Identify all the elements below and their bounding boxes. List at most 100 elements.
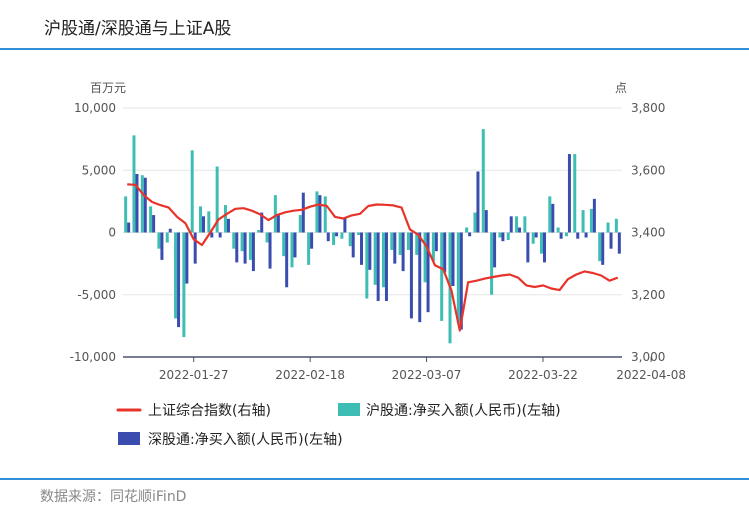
bar-sh (223, 205, 227, 233)
bar-sz (418, 232, 422, 323)
bar-sz (293, 232, 297, 258)
bar-sh (440, 232, 444, 321)
bar-sz (459, 232, 463, 330)
bar-sz (542, 232, 546, 263)
legend: 上证综合指数(右轴) 沪股通:净买入额(人民币)(左轴) 深股通:净买入额(人民币)… (116, 403, 561, 448)
bar-sz (276, 215, 280, 233)
bar-sz (351, 232, 355, 258)
right-tick-label: 3,000 (631, 350, 665, 364)
bar-sh (606, 222, 610, 233)
bar-sz (285, 232, 289, 288)
bar-sh (556, 227, 560, 233)
footer-divider (0, 478, 749, 480)
bar-sz (335, 232, 339, 237)
legend-sh-swatch (338, 403, 360, 416)
bar-sh (365, 232, 369, 299)
bar-sz (343, 217, 347, 233)
bar-sz (152, 215, 156, 233)
bar-sz (260, 212, 264, 233)
bar-sz (268, 232, 272, 269)
right-tick-label: 3,800 (631, 101, 665, 115)
bar-sh (248, 232, 252, 260)
bar-sz (451, 232, 455, 287)
bar-sz (393, 232, 397, 264)
x-tick-label: 2022-03-22 (508, 368, 578, 382)
bar-sz (526, 232, 530, 263)
bar-sh (498, 232, 502, 238)
bar-sz (534, 232, 538, 238)
bar-sh (523, 216, 527, 233)
bar-sh (199, 206, 203, 233)
bar-sh (207, 211, 211, 233)
left-tick-label: -10,000 (70, 350, 116, 364)
bar-sh (273, 195, 277, 233)
bar-sh (573, 154, 577, 233)
index-line (127, 183, 619, 332)
bar-sz (235, 232, 239, 263)
line-series (127, 183, 619, 332)
bar-sz (443, 232, 447, 273)
bar-sh (265, 232, 269, 243)
bar-sz (226, 218, 230, 233)
right-tick-label: 3,600 (631, 163, 665, 177)
bar-sh (298, 215, 302, 233)
bar-sz (368, 232, 372, 270)
bar-sh (315, 191, 319, 233)
bar-sz (193, 232, 197, 264)
bar-sh (564, 232, 568, 237)
bar-sh (332, 232, 336, 245)
bar-sh (357, 232, 361, 235)
bar-sz (592, 198, 596, 233)
bar-sh (340, 232, 344, 239)
bar-sz (210, 232, 214, 238)
bar-sh (381, 232, 385, 288)
bar-sz (401, 232, 405, 272)
left-tick-label: 0 (108, 226, 116, 240)
bar-sh (539, 232, 543, 254)
bar-sz (576, 232, 580, 239)
bar-sh (373, 232, 377, 285)
bar-sz (426, 232, 430, 313)
bar-sh (182, 232, 186, 338)
bar-sh (589, 208, 593, 233)
bar-sh (282, 232, 286, 257)
legend-index-label: 上证综合指数(右轴) (148, 403, 271, 419)
bar-sz (360, 232, 364, 265)
bar-sz (127, 222, 131, 233)
bar-sh (190, 150, 194, 233)
bar-sh (140, 175, 144, 233)
bar-sh (323, 196, 327, 233)
bar-sh (232, 232, 236, 249)
bar-sz (384, 232, 388, 301)
gridlines (123, 107, 622, 296)
x-tick-label: 2022-04-08 (616, 368, 686, 382)
left-tick-label: -5,000 (77, 288, 116, 302)
legend-sz-label: 深股通:净买入额(人民币)(左轴) (148, 432, 343, 448)
x-tick-label: 2022-03-07 (392, 368, 462, 382)
bar-sz (468, 232, 472, 237)
bar-sz (202, 216, 206, 233)
bar-sh (581, 210, 585, 233)
bar-sz (609, 232, 613, 249)
bar-sz (601, 232, 605, 265)
bar-sh (257, 230, 261, 233)
legend-sz-swatch (118, 432, 140, 445)
bar-sz (559, 232, 563, 239)
bar-sh (506, 232, 510, 240)
bar-sh (465, 227, 469, 233)
bar-sz (251, 232, 255, 272)
bar-sz (476, 171, 480, 233)
bar-sh (124, 196, 128, 233)
right-axis-unit: 点 (615, 81, 627, 95)
bar-sz (551, 203, 555, 233)
bar-sh (398, 232, 402, 255)
bar-sz (584, 232, 588, 238)
bar-sz (501, 232, 505, 242)
bar-sh (149, 206, 153, 233)
bar-sz (143, 177, 147, 233)
bar-sz (493, 232, 497, 268)
bar-sh (348, 232, 352, 247)
bar-sh (423, 232, 427, 283)
bar-sz (434, 232, 438, 252)
